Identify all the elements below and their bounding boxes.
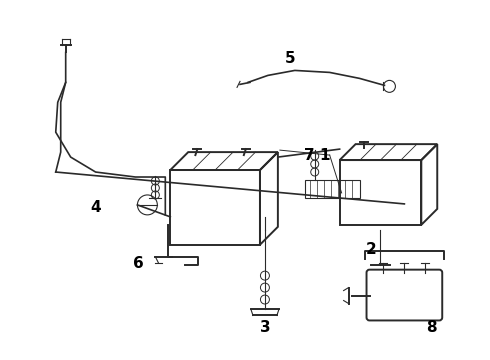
Text: 7: 7	[304, 148, 315, 163]
Text: 4: 4	[90, 201, 101, 215]
Text: 8: 8	[426, 320, 437, 335]
Text: 2: 2	[366, 242, 377, 257]
FancyBboxPatch shape	[367, 270, 442, 320]
Text: 1: 1	[319, 148, 330, 163]
Text: 3: 3	[260, 320, 270, 335]
Text: 6: 6	[133, 256, 144, 271]
Text: 5: 5	[285, 51, 295, 66]
